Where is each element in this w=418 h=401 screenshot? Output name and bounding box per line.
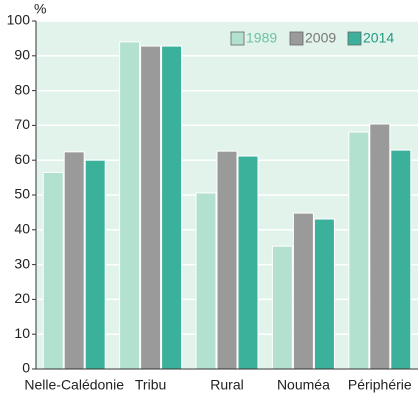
legend-swatch xyxy=(347,31,362,46)
bar xyxy=(216,150,238,370)
x-tick-label: Tribu xyxy=(135,377,166,393)
bar xyxy=(84,159,106,370)
bar xyxy=(195,192,217,370)
bar xyxy=(161,45,183,370)
y-tick-label: 70 xyxy=(14,116,30,132)
bar xyxy=(369,123,391,370)
y-tick-label: 60 xyxy=(14,151,30,167)
y-tick-label: 50 xyxy=(14,186,30,202)
y-axis-label: % xyxy=(34,1,46,17)
x-tick-label: Nelle-Calédonie xyxy=(24,377,124,393)
y-tick-label: 10 xyxy=(14,325,30,341)
bar xyxy=(42,171,64,370)
bar xyxy=(313,218,335,370)
y-tick-label: 30 xyxy=(14,255,30,271)
bar xyxy=(292,212,314,370)
x-tick-label: Rural xyxy=(210,377,243,393)
y-tick-label: 20 xyxy=(14,290,30,306)
bar xyxy=(140,45,162,370)
y-tick-label: 0 xyxy=(22,360,30,376)
y-tick-label: 80 xyxy=(14,81,30,97)
bar xyxy=(348,131,370,370)
y-tick-label: 90 xyxy=(14,47,30,63)
y-tick-label: 100 xyxy=(7,12,31,28)
bar xyxy=(390,149,412,370)
legend-label: 2009 xyxy=(305,30,336,46)
y-tick-label: 40 xyxy=(14,221,30,237)
x-tick-label: Nouméa xyxy=(277,377,330,393)
legend-swatch xyxy=(289,31,304,46)
bar xyxy=(271,245,293,370)
legend-swatch xyxy=(230,31,245,46)
x-tick-label: Périphérie xyxy=(348,377,412,393)
legend-label: 2014 xyxy=(363,30,394,46)
legend-label: 1989 xyxy=(246,30,277,46)
bar xyxy=(237,155,259,370)
bar xyxy=(119,41,141,370)
bar xyxy=(63,151,85,370)
